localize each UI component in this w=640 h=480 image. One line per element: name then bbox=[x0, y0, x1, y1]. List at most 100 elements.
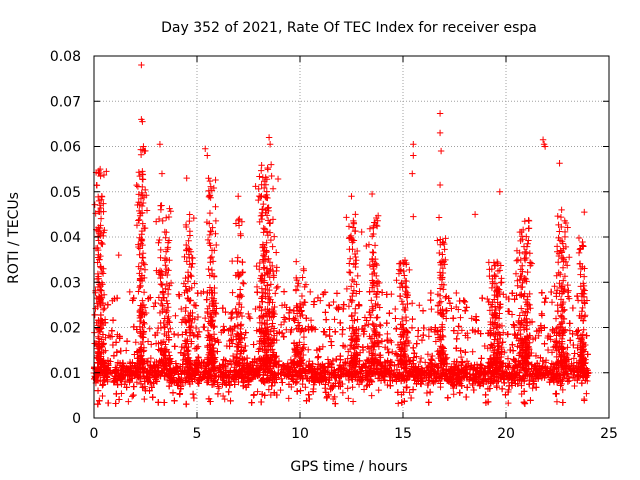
data-point bbox=[424, 351, 432, 358]
data-point bbox=[542, 295, 549, 302]
data-point bbox=[323, 376, 330, 383]
data-point bbox=[395, 400, 402, 407]
data-point bbox=[378, 289, 386, 296]
data-point bbox=[298, 292, 306, 300]
data-point bbox=[368, 392, 375, 399]
data-point bbox=[285, 395, 292, 402]
data-point bbox=[389, 348, 396, 356]
data-point bbox=[467, 362, 475, 369]
data-point bbox=[403, 376, 410, 384]
data-point bbox=[398, 298, 406, 305]
data-point bbox=[388, 338, 395, 346]
data-point bbox=[455, 323, 462, 330]
data-point bbox=[305, 346, 312, 353]
data-point bbox=[331, 316, 338, 323]
data-point bbox=[102, 334, 109, 341]
data-point bbox=[126, 378, 133, 386]
data-point bbox=[457, 314, 464, 321]
data-point bbox=[172, 312, 179, 319]
data-point bbox=[337, 356, 344, 363]
data-point bbox=[227, 310, 235, 318]
data-point bbox=[461, 307, 469, 314]
data-point bbox=[300, 333, 308, 341]
data-point bbox=[412, 365, 419, 372]
data-point bbox=[406, 389, 413, 396]
data-point bbox=[226, 382, 233, 389]
data-point bbox=[266, 367, 274, 374]
data-point bbox=[309, 374, 317, 381]
data-point bbox=[192, 361, 199, 369]
data-point bbox=[189, 390, 197, 398]
data-point bbox=[221, 395, 228, 403]
data-point bbox=[559, 386, 566, 394]
data-point bbox=[113, 349, 121, 356]
data-point bbox=[571, 382, 578, 390]
data-point bbox=[505, 308, 512, 315]
data-point bbox=[341, 359, 349, 366]
data-point bbox=[384, 357, 391, 364]
data-point bbox=[458, 361, 465, 369]
data-point bbox=[416, 302, 423, 309]
data-point bbox=[176, 363, 184, 370]
data-point bbox=[427, 326, 435, 333]
data-point bbox=[423, 389, 431, 397]
data-point bbox=[285, 373, 292, 380]
data-point bbox=[226, 325, 234, 332]
data-point bbox=[565, 373, 573, 381]
data-point bbox=[500, 291, 507, 298]
data-point bbox=[363, 382, 370, 390]
data-point bbox=[293, 388, 301, 395]
data-point bbox=[105, 362, 112, 369]
data-point bbox=[254, 388, 261, 395]
data-point bbox=[467, 374, 474, 382]
data-point bbox=[538, 289, 546, 296]
data-point bbox=[254, 372, 261, 379]
data-point bbox=[502, 391, 509, 398]
data-point bbox=[215, 385, 223, 392]
data-point bbox=[537, 354, 544, 361]
data-point bbox=[427, 289, 435, 297]
data-point bbox=[364, 376, 371, 383]
data-point bbox=[505, 382, 513, 390]
data-point bbox=[319, 374, 326, 382]
data-point bbox=[514, 380, 521, 388]
data-point bbox=[526, 381, 533, 388]
data-point bbox=[511, 296, 518, 303]
data-point bbox=[384, 330, 391, 338]
data-point bbox=[168, 379, 175, 386]
data-point bbox=[407, 394, 415, 402]
data-point bbox=[377, 377, 385, 384]
data-point bbox=[361, 322, 369, 329]
data-point bbox=[509, 290, 516, 297]
data-point bbox=[175, 376, 182, 384]
data-point bbox=[219, 392, 227, 400]
data-point bbox=[280, 333, 287, 340]
data-point bbox=[226, 369, 234, 376]
data-point bbox=[339, 326, 346, 333]
data-point bbox=[541, 340, 548, 347]
data-point bbox=[548, 299, 556, 306]
data-point bbox=[386, 310, 393, 317]
data-point bbox=[110, 352, 118, 359]
data-point bbox=[410, 344, 417, 352]
data-point bbox=[409, 386, 417, 393]
data-point bbox=[170, 330, 178, 338]
data-point bbox=[220, 356, 227, 363]
data-point bbox=[268, 382, 275, 390]
data-point bbox=[463, 304, 470, 311]
data-point bbox=[566, 327, 574, 334]
data-point bbox=[420, 331, 427, 339]
data-point bbox=[475, 379, 483, 386]
data-point bbox=[123, 338, 131, 345]
data-point bbox=[482, 399, 490, 406]
data-point bbox=[367, 376, 375, 384]
data-point bbox=[278, 375, 285, 382]
data-point bbox=[384, 381, 391, 389]
data-point bbox=[171, 343, 178, 350]
data-point bbox=[408, 324, 416, 332]
data-point bbox=[286, 306, 293, 314]
data-point bbox=[329, 357, 337, 365]
data-point bbox=[573, 328, 580, 335]
data-point bbox=[450, 367, 457, 374]
data-point bbox=[481, 342, 488, 350]
